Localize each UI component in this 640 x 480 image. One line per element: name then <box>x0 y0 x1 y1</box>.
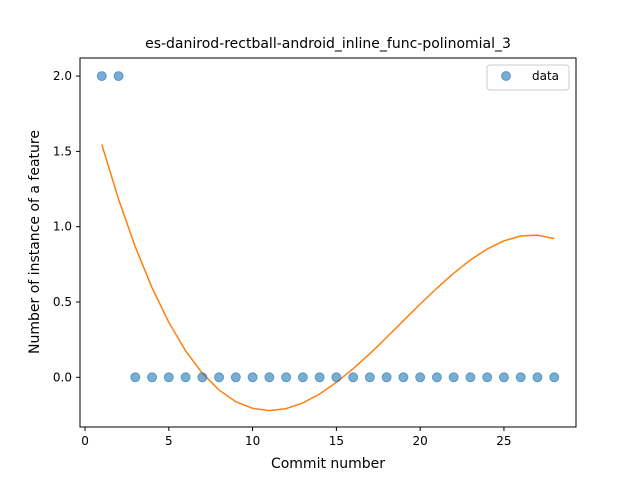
data-point <box>482 372 493 383</box>
x-axis-label: Commit number <box>271 456 385 472</box>
data-point <box>130 372 141 383</box>
data-point <box>314 372 325 383</box>
data-point <box>297 372 308 383</box>
y-tick-label: 1.5 <box>53 144 72 158</box>
plot-area <box>96 71 560 412</box>
data-point <box>197 372 208 383</box>
legend-marker-data <box>501 71 511 81</box>
data-point <box>281 372 292 383</box>
data-point <box>398 372 409 383</box>
legend-label-data: data <box>532 69 559 83</box>
legend: data <box>486 64 570 91</box>
data-point <box>465 372 476 383</box>
plot-frame <box>79 57 577 428</box>
data-point <box>331 372 342 383</box>
y-axis-label: Number of instance of a feature <box>27 130 43 354</box>
y-tick-label: 0.0 <box>53 370 72 384</box>
data-point <box>448 372 459 383</box>
data-point <box>96 71 107 82</box>
data-point <box>113 71 124 82</box>
data-point <box>381 372 392 383</box>
data-point <box>214 372 225 383</box>
data-point <box>247 372 258 383</box>
data-point <box>348 372 359 383</box>
data-point <box>549 372 560 383</box>
x-tick-label: 20 <box>413 434 428 448</box>
x-tick-label: 0 <box>81 434 89 448</box>
x-tick-label: 5 <box>165 434 173 448</box>
data-point <box>230 372 241 383</box>
data-point <box>163 372 174 383</box>
y-tick-label: 0.5 <box>53 295 72 309</box>
data-point <box>431 372 442 383</box>
data-point <box>415 372 426 383</box>
x-axis: 0 5 10 15 20 25 <box>81 427 512 448</box>
chart-title: es-danirod-rectball-android_inline_func-… <box>145 36 511 52</box>
fit-line <box>101 144 555 412</box>
data-point <box>498 372 509 383</box>
data-point <box>264 372 275 383</box>
data-point <box>147 372 158 383</box>
x-tick-label: 25 <box>496 434 511 448</box>
data-point <box>515 372 526 383</box>
x-tick-label: 10 <box>245 434 260 448</box>
y-tick-label: 2.0 <box>53 69 72 83</box>
x-tick-label: 15 <box>329 434 344 448</box>
data-point <box>364 372 375 383</box>
y-tick-label: 1.0 <box>53 220 72 234</box>
data-point <box>180 372 191 383</box>
y-axis: 0.0 0.5 1.0 1.5 2.0 <box>53 69 80 384</box>
data-point <box>532 372 543 383</box>
